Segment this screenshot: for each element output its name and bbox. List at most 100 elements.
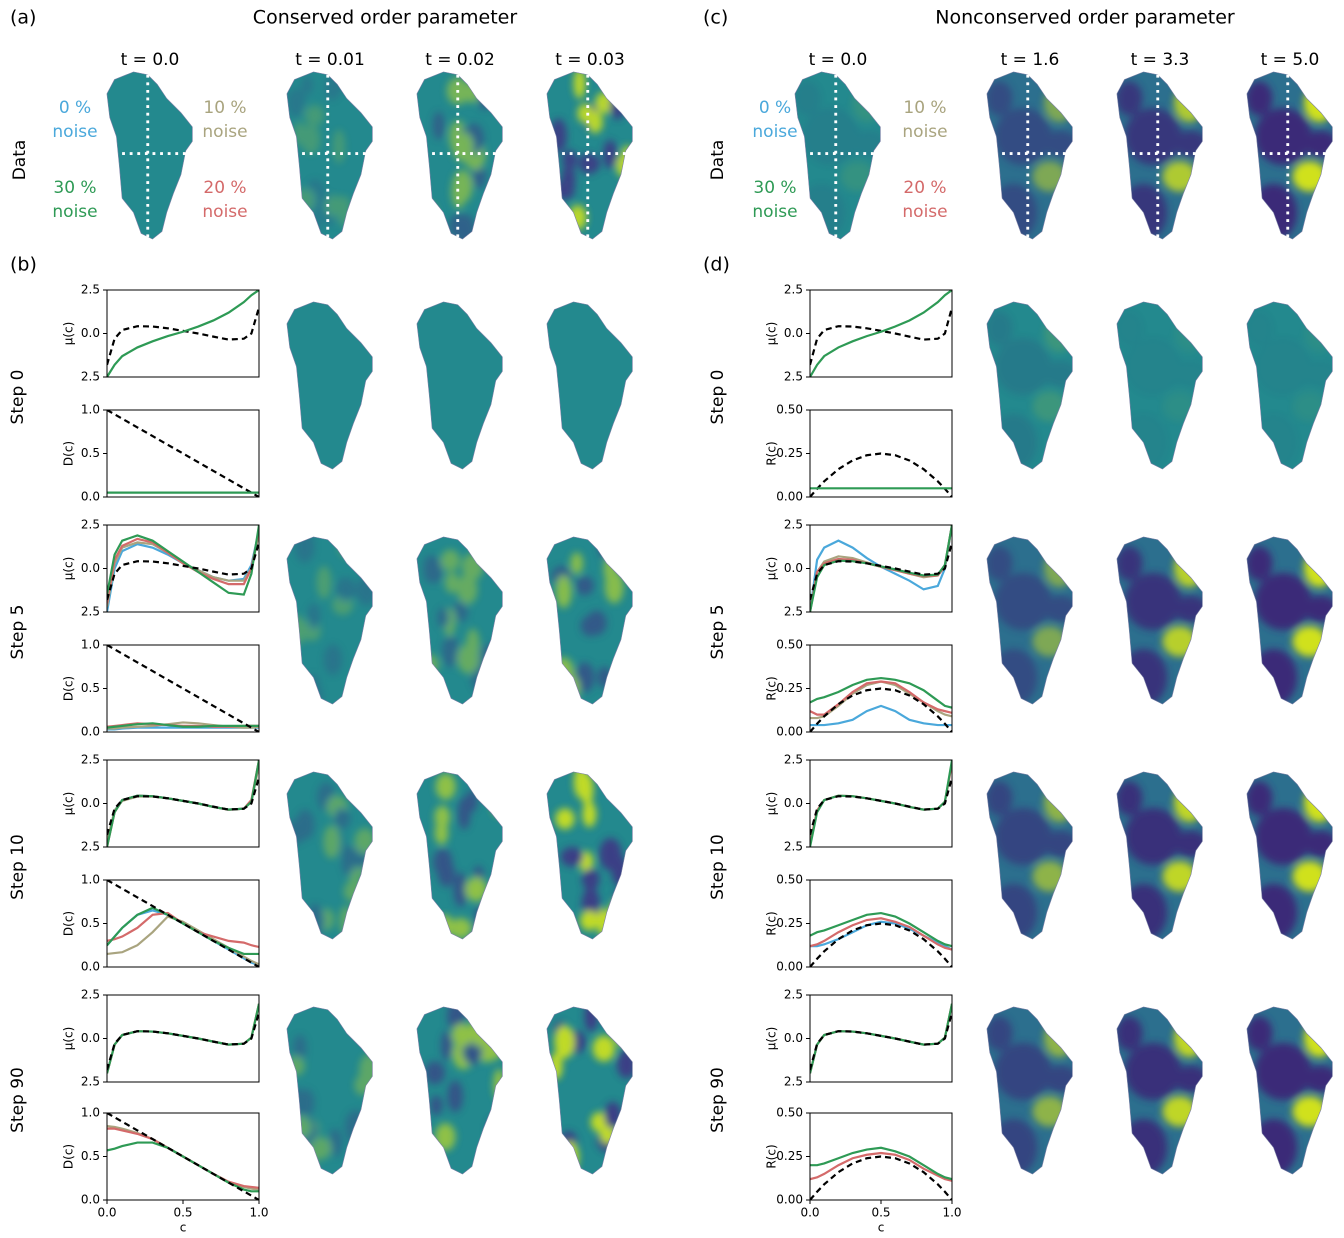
field-spot: [356, 576, 377, 605]
field-spot: [584, 1000, 597, 1032]
field-spot: [470, 1016, 490, 1047]
field-spot: [325, 74, 340, 100]
y-tick-label: 0.0: [784, 561, 803, 575]
y-axis-label: R(c): [765, 441, 779, 465]
plot-area: [107, 525, 259, 612]
axes-frame: [810, 290, 952, 377]
y-tick-label: 2.5: [81, 370, 100, 384]
field-region: [1304, 1019, 1334, 1057]
field-spot: [302, 1145, 316, 1178]
field-region: [995, 338, 1052, 395]
field-spot: [435, 1123, 456, 1151]
field-spot: [622, 684, 636, 704]
field-image-content: [545, 766, 640, 941]
y-tick-label: 0.0: [81, 1193, 100, 1207]
field-region: [986, 546, 1013, 580]
field-region: [1116, 1016, 1143, 1050]
field-region: [803, 108, 860, 165]
field-region: [1255, 108, 1312, 165]
field-image-content: [1245, 770, 1340, 941]
field-spot: [570, 552, 583, 574]
field-image: [985, 1005, 1080, 1176]
plot-area: [107, 645, 259, 732]
y-axis-label: D(c): [62, 911, 76, 936]
field-image: [985, 770, 1080, 941]
field-image: [285, 770, 380, 941]
y-axis-label: μ(c): [62, 557, 76, 581]
series-line: [810, 763, 952, 843]
page: (a) (b) (c) (d) Conserved order paramete…: [0, 0, 1344, 1238]
field-spot: [550, 119, 567, 153]
series-line: [810, 525, 952, 612]
field-image: [415, 770, 510, 941]
series-line: [810, 542, 952, 599]
step-label: Step 10: [8, 834, 28, 900]
field-region: [1174, 596, 1208, 623]
field-image: [105, 70, 200, 241]
field-spot: [569, 205, 587, 230]
field-region: [1044, 1066, 1078, 1093]
y-tick-label: 2.5: [81, 753, 100, 767]
series-line: [810, 1004, 952, 1074]
field-region: [1163, 1096, 1197, 1126]
field-region: [1304, 549, 1334, 587]
field-region: [1033, 861, 1067, 891]
field-region: [1293, 626, 1327, 656]
field-image-content: [985, 535, 1080, 706]
field-spot: [304, 378, 322, 400]
field-image: [285, 1003, 381, 1178]
step-label: Step 0: [8, 370, 28, 425]
y-tick-label: 0.0: [81, 960, 100, 974]
field-region: [1304, 784, 1334, 822]
field-image: [415, 293, 510, 471]
field-spot: [546, 447, 564, 470]
field-image-content: [985, 300, 1080, 471]
field-image: [545, 300, 640, 471]
field-region: [1163, 626, 1197, 656]
field-image: [415, 535, 510, 706]
field-spot: [355, 351, 369, 374]
field-image: [1245, 535, 1340, 706]
field-region: [1033, 391, 1067, 421]
series-line: [107, 1126, 259, 1190]
y-tick-label: 0.25: [776, 681, 803, 695]
series-line: [810, 525, 952, 612]
field-spot: [305, 105, 325, 126]
y-tick-label: 0.00: [776, 725, 803, 739]
field-region: [1293, 161, 1327, 191]
plot-area: [107, 880, 259, 967]
time-label: t = 1.6: [1001, 50, 1060, 70]
field-region: [1033, 161, 1067, 191]
y-tick-label: 1.0: [81, 873, 100, 887]
field-region: [1163, 861, 1197, 891]
y-axis-label: R(c): [765, 911, 779, 935]
y-tick-label: 0.0: [81, 1031, 100, 1045]
field-image: [1245, 770, 1340, 941]
y-tick-label: 0.0: [784, 796, 803, 810]
axes-frame: [107, 290, 259, 377]
field-image: [985, 300, 1080, 471]
field-spot: [433, 112, 445, 140]
field-region: [1293, 861, 1327, 891]
step-label: Step 90: [708, 1067, 728, 1133]
noise-label: noise: [752, 202, 797, 222]
field-image-content: [415, 70, 510, 246]
field-region: [1304, 84, 1334, 122]
field-spot: [333, 130, 345, 164]
noise-label: 10 %: [903, 98, 946, 118]
field-spot: [613, 889, 629, 920]
field-image: [985, 70, 1080, 241]
panel-label: (a): [10, 7, 36, 29]
field-spot: [117, 103, 134, 123]
field-spot: [588, 111, 603, 134]
noise-label: 20 %: [203, 178, 246, 198]
field-spot: [360, 390, 375, 414]
field-spot: [292, 122, 306, 145]
field-image-content: [285, 530, 380, 706]
field-spot: [492, 797, 505, 816]
field-spot: [440, 420, 457, 447]
field-region: [995, 1043, 1052, 1100]
field-spot: [441, 550, 460, 572]
field-region: [1125, 338, 1182, 395]
field-spot: [352, 1011, 371, 1033]
